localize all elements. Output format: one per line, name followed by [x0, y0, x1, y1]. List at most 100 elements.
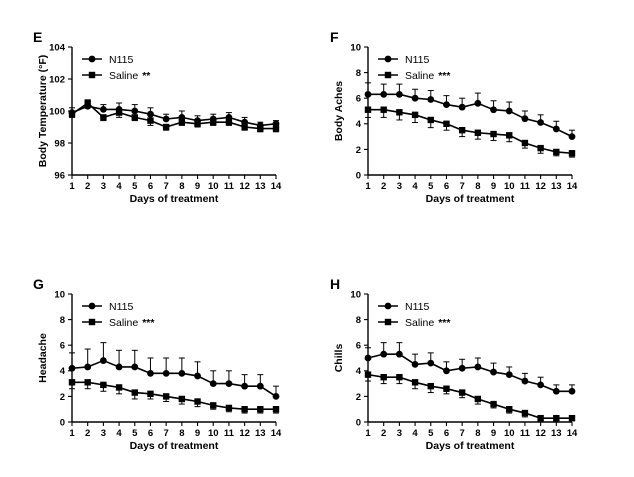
x-tick-label: 11: [520, 181, 531, 192]
data-point: [396, 374, 403, 381]
data-point: [68, 364, 76, 372]
x-tick-label: 4: [412, 428, 418, 439]
x-tick-label: 3: [397, 428, 402, 439]
data-point: [474, 363, 482, 371]
data-point: [272, 125, 280, 132]
data-point: [521, 139, 529, 147]
x-tick-label: 6: [148, 428, 153, 439]
data-point: [364, 354, 372, 362]
x-tick-label: 12: [535, 428, 546, 439]
data-point: [395, 350, 403, 358]
legend-label: N115: [405, 301, 429, 313]
x-tick-label: 7: [460, 181, 465, 192]
y-axis-label: Headache: [37, 333, 49, 383]
x-tick-label: 13: [551, 428, 562, 439]
y-tick-label: 10: [54, 289, 65, 300]
series-saline: [364, 371, 576, 422]
x-tick-label: 6: [148, 181, 153, 192]
data-point: [490, 130, 497, 138]
legend-marker: [384, 302, 392, 310]
y-tick-label: 8: [356, 315, 361, 326]
y-tick-label: 4: [60, 366, 66, 377]
data-point: [505, 107, 513, 115]
y-tick-label: 6: [356, 94, 361, 105]
x-tick-label: 2: [85, 428, 90, 439]
data-point: [131, 389, 138, 396]
data-point: [131, 107, 139, 115]
y-tick-label: 104: [49, 42, 66, 53]
data-point: [521, 409, 529, 417]
significance-stars: **: [142, 70, 151, 82]
legend-label: Saline: [109, 317, 138, 329]
data-point: [162, 393, 170, 400]
data-point: [241, 406, 248, 413]
data-point: [272, 406, 280, 413]
data-point: [552, 125, 560, 133]
y-axis-label: Body Aches: [333, 81, 345, 141]
legend-marker: [88, 71, 96, 79]
panel-letter: F: [330, 29, 339, 45]
y-tick-label: 2: [60, 392, 65, 403]
x-tick-label: 14: [271, 181, 282, 192]
x-tick-label: 8: [475, 428, 480, 439]
x-tick-label: 7: [164, 428, 169, 439]
legend: N115 Saline **: [82, 54, 151, 82]
data-point: [241, 382, 249, 390]
data-point: [553, 414, 560, 422]
data-point: [84, 363, 92, 371]
data-point: [115, 384, 123, 391]
y-tick-label: 0: [60, 417, 65, 428]
x-tick-label: 5: [132, 428, 138, 439]
series-saline: [364, 106, 576, 158]
x-tick-label: 6: [444, 428, 449, 439]
x-tick-label: 9: [195, 181, 200, 192]
data-point: [506, 406, 513, 413]
data-point: [380, 106, 387, 113]
legend: N115 Saline ***: [82, 301, 155, 329]
data-point: [427, 382, 434, 390]
data-point: [68, 111, 76, 118]
data-point: [443, 367, 450, 375]
x-tick-label: 10: [504, 428, 515, 439]
data-point: [194, 398, 201, 405]
x-tick-label: 2: [381, 181, 386, 192]
x-tick-label: 8: [179, 428, 184, 439]
data-point: [490, 400, 497, 408]
y-tick-label: 8: [60, 315, 65, 326]
data-point: [411, 379, 419, 386]
x-tick-label: 5: [428, 181, 434, 192]
x-tick-label: 11: [224, 428, 235, 439]
x-tick-label: 14: [567, 428, 578, 439]
x-tick-label: 3: [101, 428, 106, 439]
data-point: [178, 369, 186, 377]
x-tick-label: 8: [179, 181, 184, 192]
data-point: [364, 90, 372, 98]
x-tick-label: 4: [116, 428, 122, 439]
data-point: [490, 368, 497, 376]
data-point: [131, 363, 139, 371]
x-tick-label: 8: [475, 181, 480, 192]
data-point: [506, 132, 513, 139]
data-point: [147, 390, 154, 398]
data-point: [537, 119, 545, 126]
data-point: [225, 404, 233, 412]
data-point: [443, 101, 450, 108]
data-point: [147, 117, 154, 124]
panel-letter: E: [33, 29, 42, 45]
x-tick-label: 3: [101, 181, 106, 192]
x-axis-label: Days of treatment: [130, 440, 219, 452]
x-tick-label: 11: [520, 428, 531, 439]
data-point: [194, 120, 201, 127]
x-tick-label: 13: [255, 181, 266, 192]
x-tick-label: 9: [195, 428, 200, 439]
x-tick-label: 5: [132, 181, 138, 192]
data-point: [257, 406, 264, 413]
data-point: [225, 119, 233, 126]
data-point: [411, 94, 419, 102]
series-saline: [68, 379, 280, 414]
x-axis-label: Days of treatment: [130, 193, 219, 205]
data-point: [100, 114, 107, 121]
data-point: [458, 364, 466, 372]
